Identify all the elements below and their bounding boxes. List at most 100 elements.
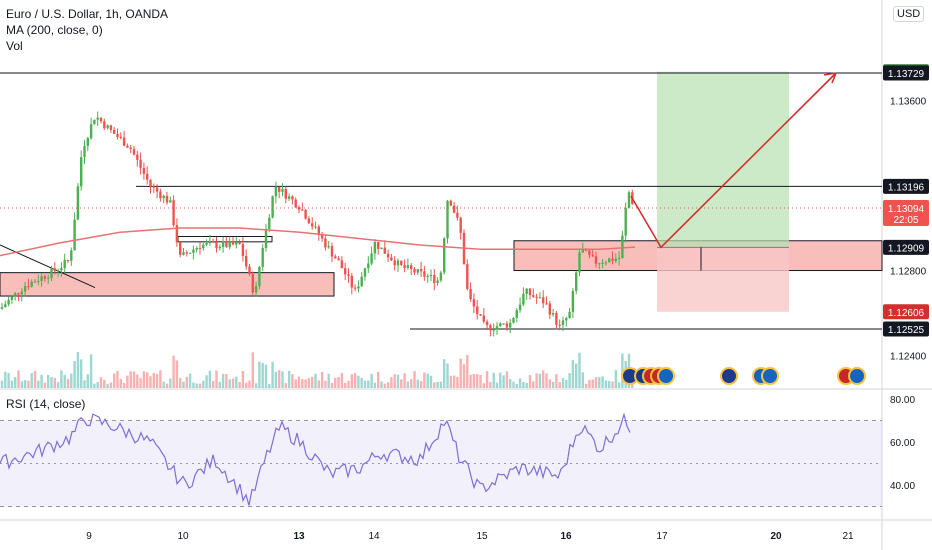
candle-down [353,287,357,289]
price-tick-label: 1.12400 [890,352,927,363]
candle-up [551,313,555,315]
volume-bar [363,380,367,388]
volume-bar [4,371,7,388]
volume-indicator-label[interactable]: Vol [6,39,23,53]
volume-bar [231,378,235,388]
volume-bar [23,380,27,388]
ma-200-line [0,227,636,257]
volume-bar [218,381,221,388]
price-tick-label: 1.12800 [890,267,927,278]
volume-bar [225,374,228,388]
candle-down [103,121,106,129]
price-label-text: 1.13729 [888,69,925,80]
volume-bar [462,364,466,388]
volume-bar [129,371,132,388]
candle-down [532,295,535,297]
volume-bar [221,374,225,388]
candle-up [106,125,109,129]
candle-up [617,258,621,260]
volume-bar [0,380,4,388]
event-flag-icon [720,367,738,385]
volume-bar [360,377,363,388]
volume-bar [334,377,337,388]
candle-up [235,242,238,245]
volume-bar [416,379,419,388]
candle-down [297,207,301,210]
candle-up [80,157,83,187]
volume-bar [492,372,495,388]
volume-bar [561,378,565,388]
rsi-indicator-label[interactable]: RSI (14, close) [6,397,86,411]
candle-down [410,265,413,269]
price-label-line [883,321,929,337]
candle-down [386,253,390,258]
candle-down [485,321,489,326]
volume-bar [119,378,122,388]
candle-up [565,317,568,321]
volume-bar [50,377,53,388]
candle-down [390,257,393,261]
volume-bar [294,379,297,388]
symbol-title[interactable]: Euro / U.S. Dollar, 1h, OANDA [6,7,169,21]
candle-up [40,276,43,282]
candle-up [604,262,608,264]
volume-bar [591,379,594,388]
volume-bar [86,374,89,388]
candle-down [555,313,558,325]
volume-bar [235,376,238,388]
candle-up [70,250,73,261]
rsi-band [0,420,882,507]
candle-up [10,296,14,300]
currency-badge[interactable]: USD [893,6,925,22]
candle-up [73,219,76,251]
candle-up [624,207,627,236]
volume-bar [281,371,284,388]
candle-down [139,159,142,168]
volume-bar [446,363,449,388]
ma-indicator-label[interactable]: MA (200, close, 0) [6,23,103,37]
candle-up [37,281,40,283]
volume-bar [383,383,386,388]
candle-down [548,303,551,315]
candle-up [621,235,624,259]
volume-bar [604,380,608,388]
volume-bar [33,371,37,388]
candle-up [522,293,525,305]
volume-bar [588,379,591,388]
price-tick-label: 1.13600 [890,96,927,107]
candle-up [261,248,264,267]
candle-down [17,293,20,295]
candle-up [525,288,528,294]
volume-bar [304,379,307,388]
candle-down [591,254,594,257]
volume-bar [429,375,433,388]
candle-up [60,267,63,271]
candle-up [429,274,433,277]
candle-down [584,249,588,251]
volume-bar [330,383,334,388]
volume-bar [548,379,551,388]
event-flag-icon [657,367,675,385]
volume-bar [175,360,179,388]
volume-bar [116,370,119,388]
candle-down [340,260,344,269]
candle-down [452,205,456,213]
volume-bar [449,375,452,388]
candle-down [294,199,297,208]
time-tick-label: 16 [560,531,572,542]
volume-bar [485,371,489,388]
volume-bar [136,374,139,388]
candle-up [274,186,278,197]
candle-up [228,241,231,247]
volume-bar [169,378,172,388]
candle-down [175,225,179,243]
volume-bar [198,383,202,388]
volume-bar [159,370,162,388]
candle-down [413,268,416,273]
rsi-tick-label: 80.00 [890,395,915,406]
candle-down [126,145,129,148]
candle-up [575,272,578,291]
volume-bar [10,380,14,388]
volume-bar [581,372,584,388]
